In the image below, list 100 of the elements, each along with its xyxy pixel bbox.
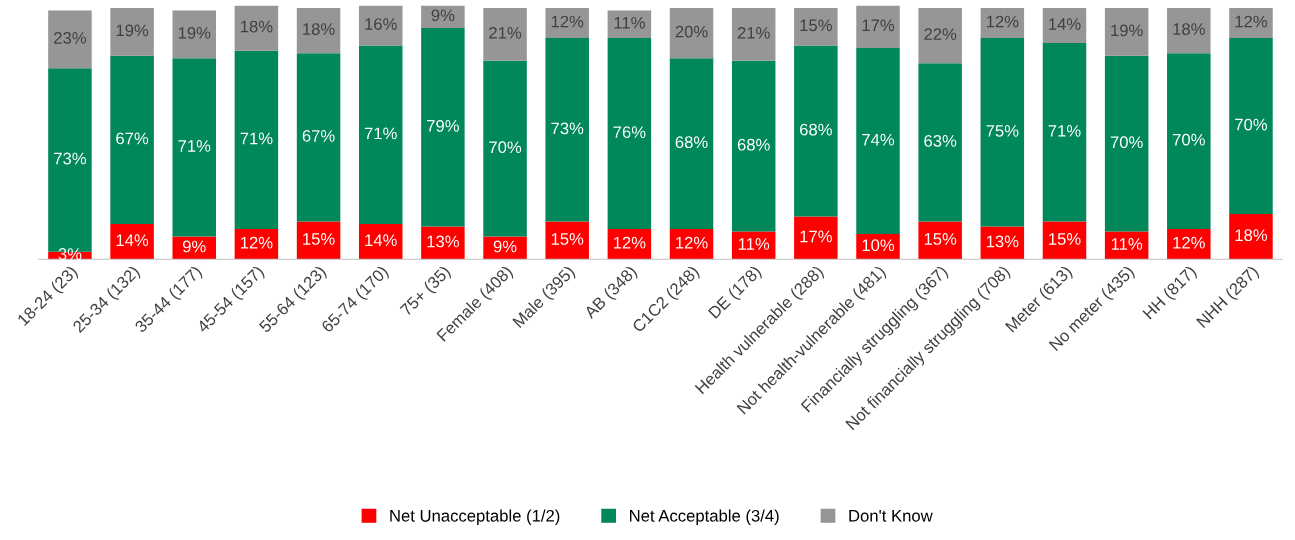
data-label: 12% (1173, 236, 1205, 249)
data-label: 9% (431, 9, 455, 22)
bar (545, 221, 589, 260)
bar (856, 5, 900, 49)
bar (794, 45, 838, 217)
bar (918, 7, 962, 64)
data-label: 70% (1110, 136, 1143, 149)
data-label: 14% (1049, 18, 1081, 30)
data-label: 17% (862, 19, 895, 32)
data-label: 16% (365, 18, 397, 30)
bar (1104, 55, 1149, 232)
bar (1042, 221, 1087, 260)
data-label: 70% (489, 141, 522, 154)
data-label: 71% (178, 140, 211, 152)
bar (110, 7, 154, 56)
data-label: 13% (427, 235, 459, 248)
bar (110, 55, 154, 225)
data-label: 71% (364, 127, 397, 140)
data-label: 14% (116, 234, 149, 247)
bar (856, 48, 900, 235)
bar (421, 226, 465, 260)
bar (918, 221, 962, 260)
bar (731, 60, 776, 232)
bar (669, 7, 714, 59)
data-label: 11% (1111, 238, 1143, 250)
data-label: 17% (800, 230, 832, 243)
data-label: 20% (675, 25, 708, 38)
data-label: 79% (427, 119, 459, 132)
data-label: 11% (738, 238, 770, 250)
bar (358, 45, 403, 225)
bar (794, 7, 838, 46)
data-label: 15% (800, 19, 832, 32)
data-label: 13% (986, 235, 1019, 248)
data-label: 73% (54, 152, 87, 165)
bar (669, 229, 714, 260)
data-label: 15% (551, 233, 584, 245)
data-label: 63% (924, 135, 957, 147)
data-label: 23% (54, 32, 87, 44)
data-label: 18% (1235, 229, 1268, 242)
data-label: 12% (676, 236, 708, 249)
bar (1167, 7, 1211, 54)
data-label: 21% (489, 26, 522, 39)
data-label: 15% (924, 233, 957, 245)
bar (358, 224, 403, 260)
bar (1167, 53, 1211, 230)
data-label: 71% (240, 132, 273, 145)
bar (234, 229, 279, 260)
data-label: 9% (182, 240, 206, 253)
data-label: 68% (800, 123, 832, 136)
x-tick-label: 75+ (35) (399, 264, 454, 319)
data-label: 75% (986, 125, 1019, 137)
bar (421, 28, 465, 227)
bar (1229, 38, 1273, 214)
data-label: 15% (303, 233, 335, 245)
bar (1042, 43, 1087, 222)
bar (1042, 7, 1087, 44)
bar (669, 58, 714, 230)
data-label: 9% (493, 240, 517, 253)
data-label: 11% (614, 16, 645, 29)
bar (1104, 7, 1149, 56)
bar (980, 226, 1025, 260)
data-label: 12% (551, 15, 584, 28)
bar (731, 7, 776, 61)
data-label: 76% (613, 126, 646, 139)
bar (545, 7, 589, 39)
data-label: 68% (737, 138, 770, 151)
bar (296, 7, 341, 54)
data-label: 73% (551, 122, 584, 135)
data-label: 12% (1235, 15, 1268, 28)
bar (172, 58, 217, 237)
data-label: 10% (862, 239, 895, 252)
bar (794, 216, 838, 260)
bar (607, 38, 652, 230)
data-label: 15% (1049, 233, 1081, 245)
data-label: 19% (1111, 24, 1143, 37)
data-label: 12% (241, 236, 273, 249)
data-label: 71% (1048, 125, 1081, 137)
bar (421, 5, 465, 29)
legend-label: Net Acceptable (3/4) (630, 509, 779, 525)
bar (980, 7, 1025, 39)
data-label: 67% (116, 132, 149, 145)
bar (856, 234, 900, 260)
bar (483, 7, 527, 61)
bar (1167, 229, 1211, 260)
data-label: 18% (303, 23, 335, 35)
bar (918, 63, 962, 222)
data-label: 70% (1235, 118, 1268, 131)
data-label: 19% (178, 26, 211, 39)
bar (110, 224, 154, 260)
data-label: 12% (986, 15, 1019, 28)
data-label: 19% (116, 24, 149, 37)
bar (545, 38, 589, 222)
data-label: 22% (924, 28, 957, 40)
data-label: 14% (365, 234, 397, 247)
legend-label: Don't Know (849, 510, 933, 522)
bar (234, 5, 279, 51)
data-label: 68% (675, 136, 708, 149)
legend-label: Net Unacceptable (1/2) (390, 509, 560, 525)
data-label: 18% (1173, 23, 1205, 35)
bar (48, 10, 92, 69)
